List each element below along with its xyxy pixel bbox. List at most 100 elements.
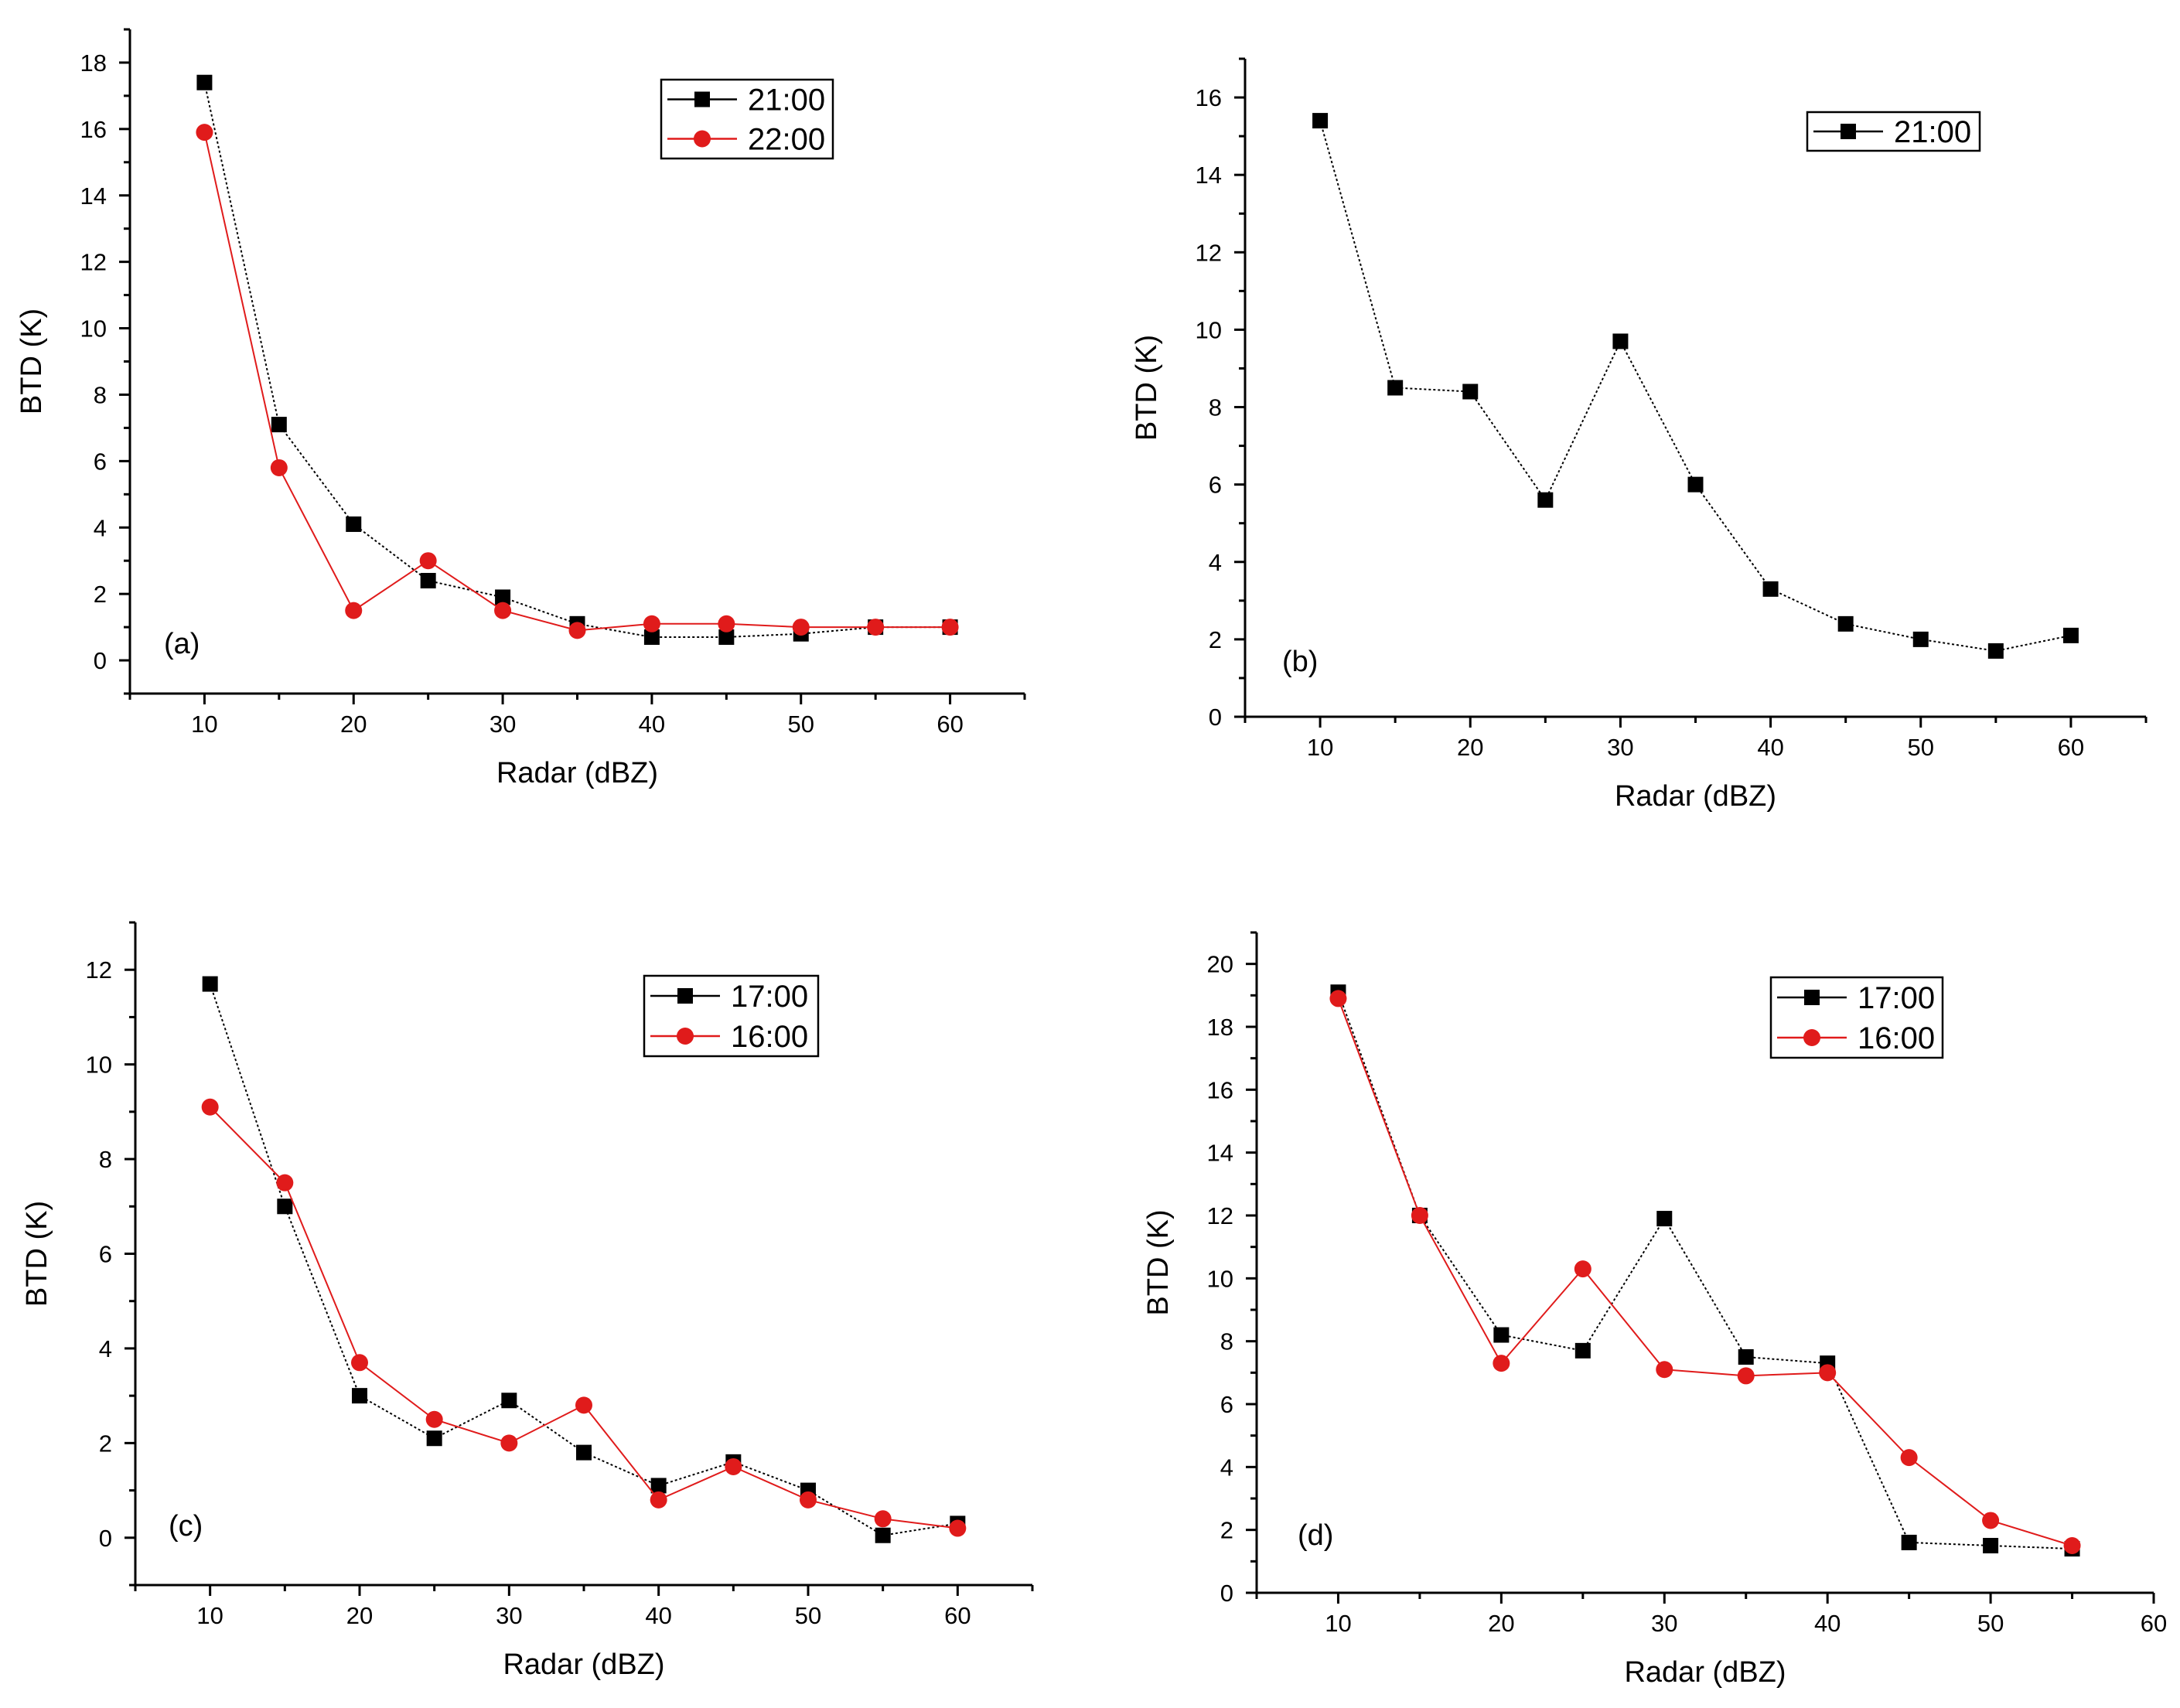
y-tick-label: 8 — [99, 1146, 112, 1173]
y-tick-label: 6 — [1209, 472, 1222, 499]
data-point — [1901, 1534, 1917, 1550]
data-point — [643, 629, 660, 645]
data-point — [1762, 581, 1779, 597]
data-point — [718, 629, 735, 645]
x-tick-label: 30 — [1607, 734, 1633, 761]
data-point — [1982, 1512, 2000, 1529]
data-point — [501, 1393, 517, 1409]
y-tick-label: 12 — [86, 956, 112, 984]
series-line — [1337, 998, 2073, 1546]
y-tick-label: 6 — [94, 448, 107, 475]
data-point — [1983, 1538, 1999, 1553]
data-point — [1819, 1364, 1837, 1382]
series-line — [1319, 120, 2072, 652]
legend-marker — [677, 1028, 694, 1045]
x-tick-label: 10 — [191, 711, 217, 738]
series-1600 — [1329, 990, 2081, 1554]
data-point — [1537, 492, 1554, 508]
x-axis-title: Radar (dBZ) — [1624, 1656, 1786, 1689]
data-point — [345, 602, 363, 619]
y-tick-label: 12 — [1207, 1202, 1233, 1229]
data-point — [1912, 631, 1929, 647]
data-point — [1329, 990, 1347, 1007]
x-tick-label: 20 — [1488, 1610, 1514, 1637]
y-tick-label: 14 — [1207, 1140, 1233, 1167]
data-point — [201, 1098, 219, 1116]
data-point — [425, 1410, 443, 1428]
x-axis-title: Radar (dBZ) — [503, 1648, 664, 1681]
y-tick-label: 2 — [1209, 626, 1222, 653]
x-axis-title: Radar (dBZ) — [496, 757, 658, 789]
legend: 21:00 22:00 — [660, 78, 834, 160]
data-point — [576, 1444, 592, 1461]
data-point — [643, 615, 660, 632]
y-tick-label: 14 — [1196, 162, 1222, 189]
y-axis-title: BTD (K) — [1131, 335, 1163, 441]
y-tick-label: 0 — [1220, 1580, 1233, 1607]
data-point — [875, 1527, 891, 1543]
x-tick-label: 40 — [1757, 734, 1783, 761]
panel-2: 10 20 30 40 50 60 0 2 4 6 8 10 12 14 16 Radar (dBZ) BTD … — [1131, 57, 2148, 813]
y-tick-label: 8 — [94, 381, 107, 408]
data-point — [1612, 333, 1629, 349]
data-point — [1900, 1449, 1918, 1467]
legend-box — [1769, 976, 1944, 1059]
x-tick-label: 50 — [1977, 1610, 2004, 1637]
legend: 17:00 16:00 — [1769, 976, 1944, 1059]
data-point — [718, 615, 735, 632]
data-point — [800, 1491, 817, 1509]
y-tick-label: 10 — [80, 315, 107, 343]
data-point — [1987, 643, 2004, 659]
data-point — [196, 74, 213, 90]
data-point — [500, 1434, 518, 1452]
y-tick-label: 20 — [1207, 951, 1233, 978]
y-tick-label: 12 — [1196, 239, 1222, 266]
data-point — [270, 459, 288, 476]
y-tick-label: 10 — [86, 1052, 112, 1079]
x-tick-label: 40 — [645, 1602, 671, 1629]
x-tick-label: 10 — [196, 1602, 223, 1629]
x-tick-label: 30 — [490, 711, 516, 738]
legend-label: 16:00 — [1858, 1021, 1935, 1055]
x-tick-label: 30 — [1651, 1610, 1677, 1637]
data-point — [1737, 1367, 1755, 1385]
y-tick-label: 16 — [1196, 84, 1222, 111]
y-axis-title: BTD (K) — [1142, 1209, 1175, 1315]
data-point — [420, 572, 436, 588]
panel-4: 10 20 30 40 50 60 0 2 4 6 8 10 12 14 16 18 20 Radar (dBZ)… — [1142, 931, 2167, 1689]
panel-3: 10 20 30 40 50 60 0 2 4 6 8 10 12 Radar (dBZ) BTD (K) 1… — [21, 921, 1034, 1681]
data-point — [494, 602, 512, 619]
x-tick-label: 40 — [1814, 1610, 1841, 1637]
series-line — [203, 82, 950, 638]
legend-label: 17:00 — [731, 980, 808, 1014]
data-point — [949, 1519, 967, 1537]
data-point — [725, 1457, 742, 1475]
y-tick-label: 2 — [99, 1430, 112, 1457]
data-point — [575, 1396, 592, 1414]
data-point — [426, 1430, 442, 1447]
panel-label: (a) — [164, 628, 200, 660]
data-point — [1312, 113, 1329, 129]
legend-marker — [677, 988, 693, 1004]
panel-label: (c) — [169, 1510, 203, 1543]
y-tick-label: 0 — [94, 647, 107, 674]
y-tick-label: 0 — [99, 1525, 112, 1552]
y-tick-label: 4 — [1209, 549, 1222, 576]
legend-box — [643, 974, 820, 1058]
x-axis-title: Radar (dBZ) — [1615, 780, 1776, 813]
y-tick-label: 12 — [80, 249, 107, 276]
legend-label: 21:00 — [748, 84, 825, 118]
y-tick-label: 18 — [80, 49, 107, 77]
y-tick-label: 0 — [1209, 704, 1222, 731]
x-tick-label: 50 — [788, 711, 814, 738]
x-tick-label: 60 — [936, 711, 963, 738]
data-point — [2062, 627, 2079, 643]
data-point — [419, 552, 437, 570]
data-point — [276, 1174, 294, 1192]
data-point — [1738, 1349, 1754, 1365]
x-tick-label: 20 — [1457, 734, 1483, 761]
data-point — [1687, 476, 1704, 493]
legend-label: 17:00 — [1858, 981, 1935, 1015]
